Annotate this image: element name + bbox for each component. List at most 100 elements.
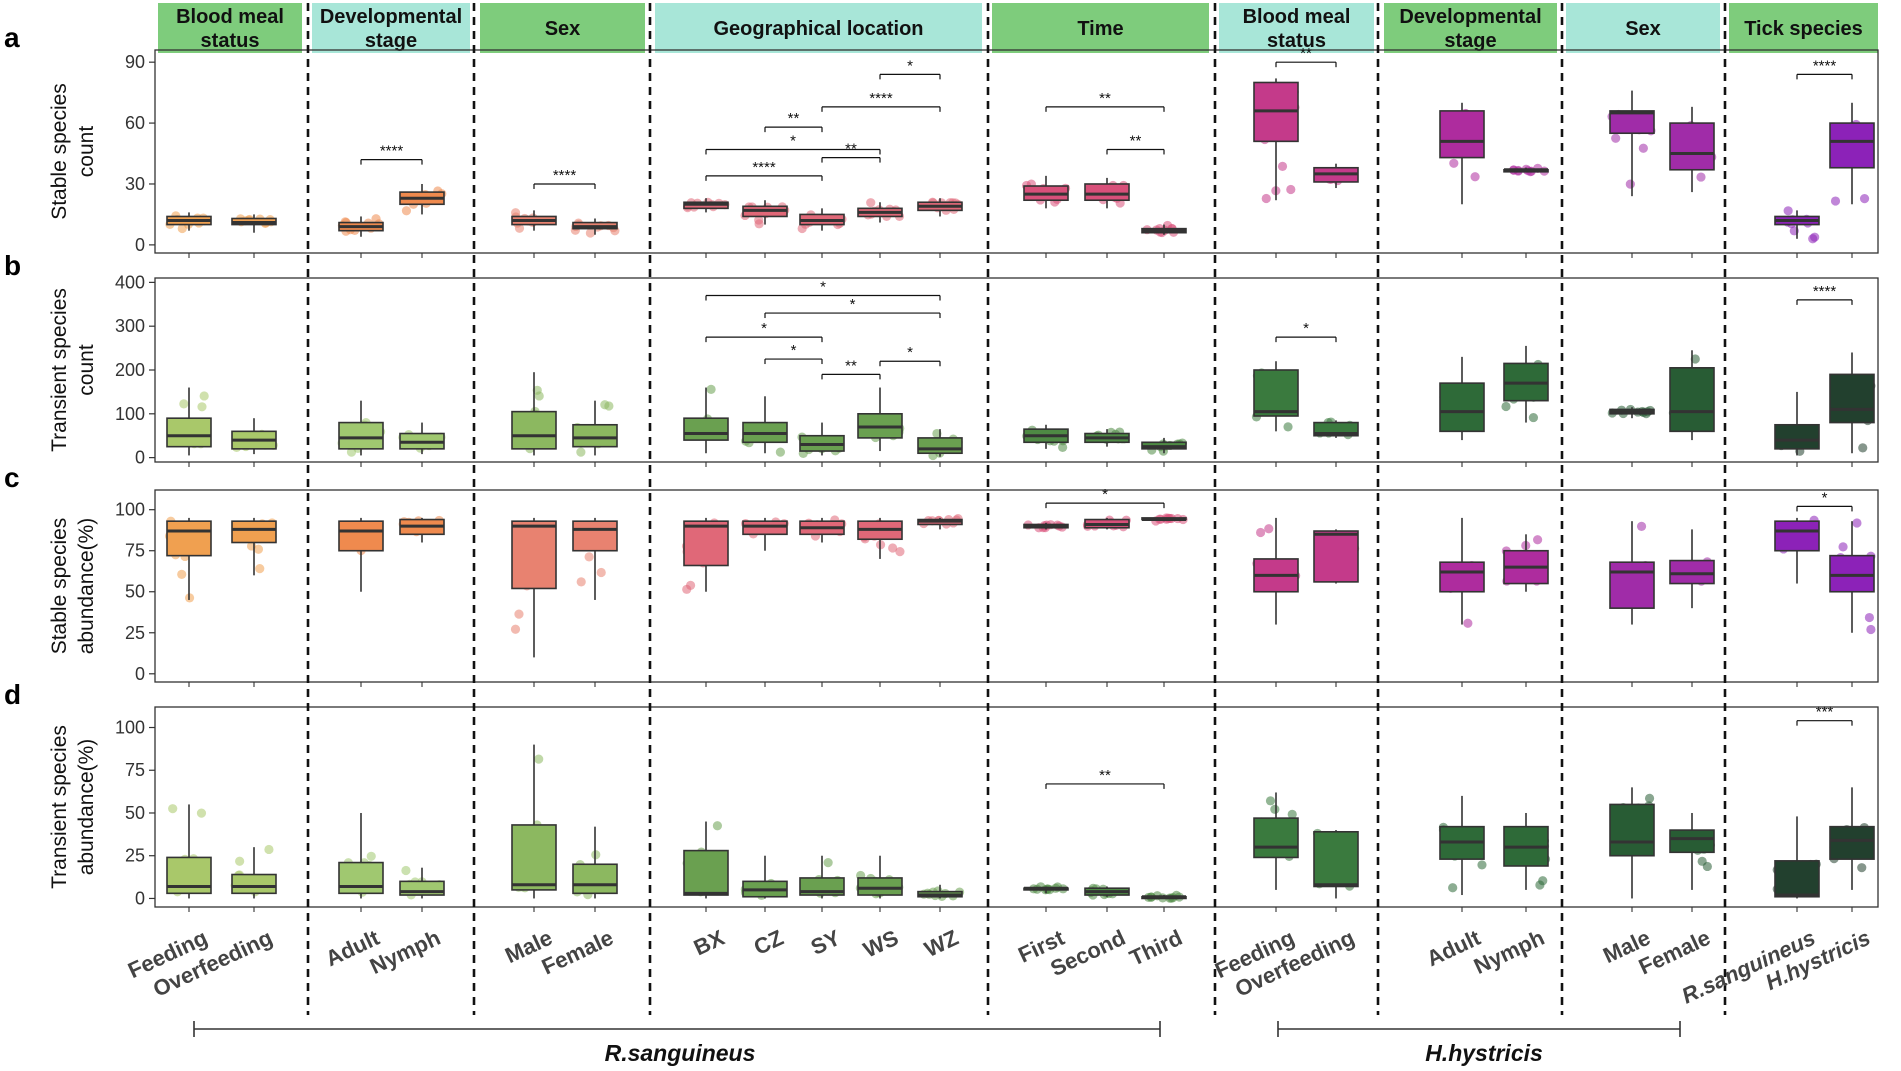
significance-label: * [907, 344, 913, 361]
box-CZ [740, 855, 788, 900]
significance-label: ** [845, 357, 857, 374]
box-Nymph [1503, 812, 1551, 890]
data-point [534, 754, 544, 764]
box-Overfeeding [1312, 828, 1359, 899]
significance-label: * [1822, 489, 1828, 506]
data-point [168, 804, 178, 814]
data-point [401, 206, 412, 216]
data-point [596, 567, 606, 578]
box-CZ [741, 517, 789, 551]
box-iqr [1669, 122, 1715, 171]
y-tick-label: 30 [125, 174, 145, 194]
box-Adult [1439, 102, 1485, 205]
box-iqr [1609, 561, 1655, 609]
significance-bracket: **** [360, 143, 423, 165]
box-Feeding [166, 387, 212, 456]
data-point [585, 228, 595, 238]
y-tick-label: 0 [135, 888, 145, 908]
data-point [866, 198, 876, 208]
box-iqr [1774, 860, 1820, 898]
box-iqr [1774, 423, 1820, 450]
box-Adult [337, 214, 384, 237]
data-point [1277, 161, 1288, 171]
data-point [197, 402, 207, 412]
box-iqr [231, 873, 277, 895]
group-header-box [312, 3, 470, 53]
significance-bracket: * [764, 296, 941, 319]
panel-letter: d [4, 679, 21, 710]
data-point [823, 858, 833, 868]
box-R.sanguineus [1774, 391, 1820, 456]
box-Third [1141, 513, 1188, 526]
box-iqr [1253, 369, 1299, 417]
significance-label: ** [1130, 132, 1142, 149]
box-WZ [917, 884, 965, 901]
significance-bracket: ** [821, 141, 881, 163]
box-Overfeeding [231, 214, 277, 233]
box-Overfeeding [1313, 529, 1360, 584]
group-header-label: Geographical location [713, 18, 923, 40]
x-tick-label: SY [807, 925, 844, 960]
box-Third [1141, 890, 1187, 903]
box-iqr [1084, 183, 1130, 202]
box-Female [1669, 529, 1715, 609]
significance-label: * [907, 57, 913, 74]
data-point [1286, 184, 1296, 195]
box-iqr [917, 437, 963, 455]
box-iqr [1829, 554, 1875, 593]
x-tick-label: Female [538, 925, 617, 980]
box-iqr [338, 861, 384, 895]
data-point [510, 624, 521, 634]
box-Adult [1438, 795, 1487, 896]
group-header-box [1219, 3, 1374, 53]
data-point [1255, 527, 1266, 538]
y-axis-label: Stable species [48, 83, 71, 220]
data-point [1533, 535, 1543, 545]
box-iqr [1829, 122, 1875, 169]
box-Adult [1439, 517, 1485, 628]
data-point [1463, 618, 1473, 628]
data-point [1265, 796, 1276, 806]
panel-letter: b [4, 250, 21, 281]
box-Overfeeding [230, 844, 277, 899]
box-iqr [683, 520, 729, 567]
group-header-label: Developmental [320, 6, 462, 28]
significance-bracket: ** [1275, 45, 1337, 68]
data-point [576, 447, 586, 457]
box-Second [1084, 883, 1130, 900]
box-iqr [742, 520, 788, 536]
data-point [235, 856, 245, 866]
group-header-label: status [1267, 30, 1326, 52]
box-Female [1669, 812, 1715, 890]
box-Overfeeding [231, 517, 277, 576]
data-point [255, 564, 265, 574]
box-Nymph [398, 422, 446, 455]
host-label-r-sanguineus: R.sanguineus [605, 1040, 756, 1066]
box-iqr [166, 520, 212, 557]
box-iqr [1774, 520, 1820, 552]
data-point [1697, 856, 1707, 866]
group-header-label: Blood meal [1243, 6, 1351, 28]
box-Male [510, 517, 557, 658]
significance-label: ** [845, 141, 857, 158]
significance-label: **** [1813, 283, 1837, 300]
y-tick-label: 0 [135, 448, 145, 468]
box-iqr [683, 849, 729, 896]
box-BX [682, 821, 729, 899]
y-tick-label: 100 [115, 404, 145, 424]
data-point [1690, 354, 1700, 364]
y-axis-label: Transient species [48, 288, 71, 452]
data-point [264, 844, 274, 855]
x-tick-label: WZ [921, 925, 963, 962]
y-tick-label: 100 [115, 718, 145, 738]
data-point [1866, 624, 1876, 635]
significance-bracket: * [879, 57, 941, 80]
box-iqr [572, 863, 618, 895]
box-iqr [572, 520, 618, 552]
significance-bracket: **** [1796, 57, 1853, 80]
box-iqr [1439, 110, 1485, 159]
